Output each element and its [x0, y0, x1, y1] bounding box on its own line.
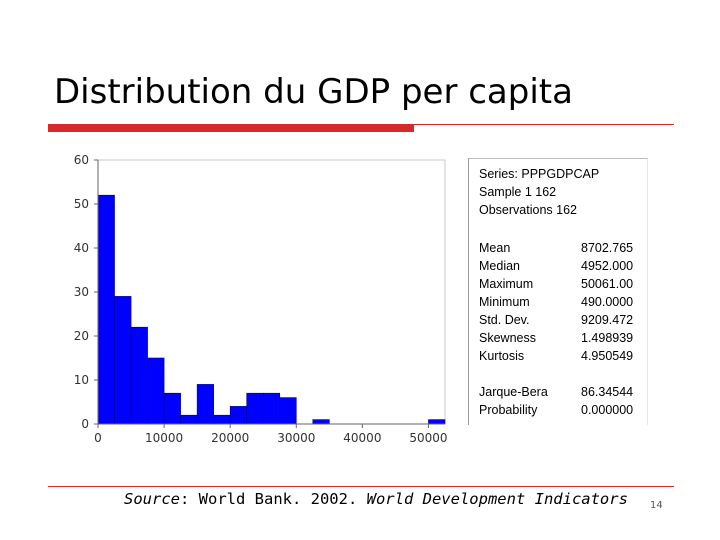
y-tick-label: 20 — [74, 329, 89, 343]
source-label: Source — [124, 490, 180, 508]
stats-label-skewness: Skewness — [479, 331, 536, 345]
histogram-bar — [180, 414, 198, 425]
histogram-bar — [229, 406, 248, 425]
histogram-bar — [428, 419, 446, 425]
title-accent-line — [414, 124, 674, 125]
stats-label-median: Median — [479, 259, 520, 273]
x-tick-label: 50000 — [409, 431, 447, 445]
stats-label-mean: Mean — [479, 241, 511, 255]
stats-observations: Observations 162 — [479, 203, 577, 217]
histogram-bar — [130, 326, 148, 425]
slide-title: Distribution du GDP per capita — [54, 72, 573, 112]
x-tick-label: 10000 — [145, 431, 183, 445]
y-tick-label: 0 — [81, 417, 89, 431]
stats-value-median: 4952.000 — [581, 259, 634, 273]
stats-label-maximum: Maximum — [479, 277, 534, 291]
histogram-bar — [246, 392, 264, 425]
title-accent-bar — [48, 124, 414, 132]
stats-label-probability: Probability — [479, 403, 538, 417]
stats-value-kurtosis: 4.950549 — [581, 349, 634, 363]
source-work: World Development Indicators — [366, 490, 628, 508]
x-tick-label: 20000 — [211, 431, 249, 445]
statistics-panel: Series: PPPGDPCAP Sample 1 162 Observati… — [468, 158, 648, 425]
y-tick-label: 50 — [74, 197, 89, 211]
x-tick-label: 40000 — [343, 431, 381, 445]
page-number: 14 — [650, 500, 663, 511]
histogram-chart: 0 10 20 30 40 50 60 0 10000 20000 30000 40000 50000 — [60, 150, 460, 450]
x-tick-label: 30000 — [277, 431, 315, 445]
source-publisher: : World Bank. 2002. — [180, 490, 367, 508]
y-tick-label: 30 — [74, 285, 89, 299]
histogram-bar — [262, 392, 281, 425]
stats-label-stddev: Std. Dev. — [479, 313, 530, 327]
histogram-bar — [114, 296, 132, 425]
stats-value-maximum: 50061.00 — [581, 277, 634, 291]
footer-divider — [48, 486, 674, 487]
source-citation: Source: World Bank. 2002. World Developm… — [124, 490, 628, 508]
x-tick-label: 0 — [94, 431, 102, 445]
stats-label-kurtosis: Kurtosis — [479, 349, 525, 363]
stats-value-mean: 8702.765 — [581, 241, 634, 255]
histogram-svg: 0 10 20 30 40 50 60 0 10000 20000 30000 40000 50000 — [74, 153, 448, 445]
histogram-bar — [312, 419, 330, 425]
y-tick-label: 60 — [74, 153, 89, 167]
y-tick-label: 40 — [74, 241, 89, 255]
histogram-bar — [163, 392, 181, 425]
histogram-bar — [97, 194, 115, 425]
histogram-bar — [213, 414, 231, 425]
stats-value-probability: 0.000000 — [581, 403, 634, 417]
stats-sample: Sample 1 162 — [479, 185, 557, 199]
histogram-bar — [147, 357, 165, 425]
y-tick-label: 10 — [74, 373, 89, 387]
histogram-bar — [196, 384, 214, 425]
stats-label-minimum: Minimum — [479, 295, 530, 309]
stats-value-skewness: 1.498939 — [581, 331, 634, 345]
stats-value-jarque-bera: 86.34544 — [581, 385, 634, 399]
histogram-bar — [279, 397, 297, 425]
stats-value-stddev: 9209.472 — [581, 313, 634, 327]
stats-series: Series: PPPGDPCAP — [479, 167, 600, 181]
stats-label-jarque-bera: Jarque-Bera — [479, 385, 548, 399]
stats-value-minimum: 490.0000 — [581, 295, 634, 309]
